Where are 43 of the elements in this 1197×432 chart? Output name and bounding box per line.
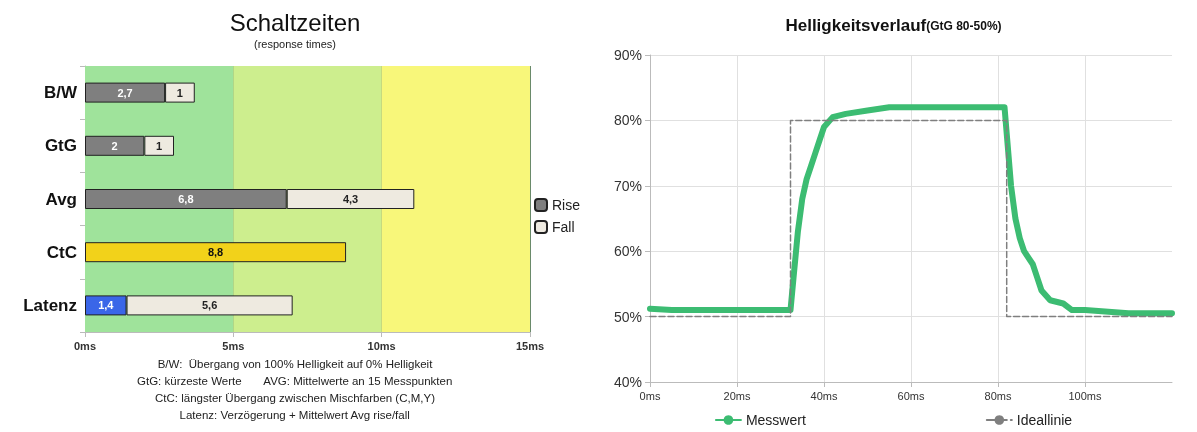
text: CtC: längster Übergang zwischen Mischfarben (C,M,Y) bbox=[155, 392, 436, 404]
data-label: 2 bbox=[111, 139, 118, 152]
data-label: 1,4 bbox=[98, 299, 115, 312]
y-tick-label: 40% bbox=[613, 374, 642, 390]
y-tick-label: 80% bbox=[613, 112, 642, 129]
y-tick-label: CtC bbox=[46, 242, 77, 262]
y-tick-label: GtG bbox=[44, 136, 77, 156]
x-tick-label: 15ms bbox=[515, 339, 545, 352]
x-tick-label: 100ms bbox=[1068, 389, 1102, 402]
y-tick-label: 50% bbox=[613, 308, 642, 325]
data-label: 4,3 bbox=[342, 193, 359, 205]
data-label: 8,8 bbox=[207, 246, 224, 259]
text: B/W: Übergang von 100% Helligkeit auf 0% Helligkeit bbox=[157, 358, 434, 370]
x-tick-label: 80ms bbox=[984, 389, 1012, 402]
y-tick-label: 90% bbox=[613, 47, 642, 63]
y-tick-label: 70% bbox=[613, 177, 642, 194]
y-tick-label: B/W bbox=[43, 83, 78, 103]
x-tick-label: 20ms bbox=[723, 389, 751, 402]
data-label: 5,6 bbox=[201, 299, 218, 312]
x-tick-label: 0ms bbox=[73, 339, 97, 352]
bar bbox=[85, 242, 347, 263]
x-tick-label: 60ms bbox=[897, 389, 925, 402]
legend-label: Messwert bbox=[745, 412, 806, 428]
x-tick-label: 0ms bbox=[639, 389, 661, 402]
legend-label: Rise bbox=[551, 197, 581, 213]
data-label: 2,7 bbox=[117, 86, 133, 99]
x-tick-label: 40ms bbox=[810, 389, 838, 402]
y-tick-label: Latenz bbox=[23, 295, 77, 315]
y-tick-label: 60% bbox=[613, 243, 642, 260]
chart-subtitle: (response times) bbox=[254, 37, 336, 50]
chart-title: Schaltzeiten bbox=[229, 8, 361, 36]
data-label: 6,8 bbox=[178, 193, 194, 205]
x-tick-label: 10ms bbox=[367, 339, 396, 352]
chart-subtitle: (GtG 80-50%) bbox=[926, 18, 1002, 33]
text: GtG: kürzeste Werte AVG: Mittelwerte an 15 Messpunkten bbox=[137, 375, 453, 387]
chart-title: Helligkeitsverlauf bbox=[785, 16, 927, 35]
x-tick-label: 5ms bbox=[222, 339, 245, 352]
y-tick-label: Avg bbox=[45, 189, 77, 209]
legend-label: Fall bbox=[551, 219, 575, 235]
data-label: 1 bbox=[176, 86, 183, 99]
legend-label: Ideallinie bbox=[1016, 412, 1073, 428]
data-label: 1 bbox=[156, 139, 163, 152]
text: Latenz: Verzögerung + Mittelwert Avg rise/fall bbox=[179, 409, 410, 421]
